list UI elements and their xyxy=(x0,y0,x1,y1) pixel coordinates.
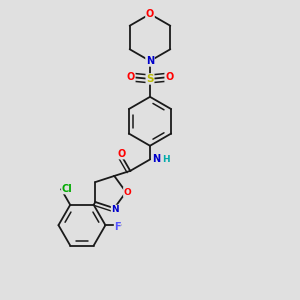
Text: H: H xyxy=(162,155,170,164)
Text: O: O xyxy=(124,188,131,196)
Text: O: O xyxy=(146,9,154,19)
Text: N: N xyxy=(152,154,160,164)
Text: O: O xyxy=(165,72,173,82)
Text: N: N xyxy=(111,205,119,214)
Text: F: F xyxy=(115,222,121,232)
Text: O: O xyxy=(127,72,135,82)
Text: N: N xyxy=(146,56,154,66)
Text: S: S xyxy=(146,74,154,84)
Text: Cl: Cl xyxy=(62,184,73,194)
Text: O: O xyxy=(117,149,125,159)
